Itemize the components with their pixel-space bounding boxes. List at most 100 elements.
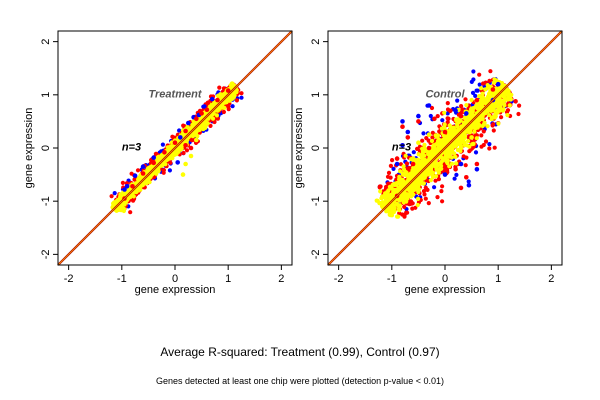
control-cloud-point: [415, 196, 421, 201]
control-cloud-point: [391, 166, 396, 171]
control-cloud-point: [403, 169, 408, 175]
treatment-cloud-point: [146, 178, 151, 183]
control-cloud-point: [397, 211, 402, 216]
treatment-cloud-point: [153, 170, 158, 175]
control-cloud-point: [386, 170, 392, 175]
treatment-x-axis-label: gene expression: [135, 284, 216, 296]
treatment-cloud-point: [215, 108, 221, 113]
treatment-cloud-point: [217, 85, 222, 90]
control-cloud-point: [402, 214, 407, 219]
control-cloud-point: [374, 198, 379, 203]
control-cloud-point: [423, 148, 428, 153]
control-cloud-point: [423, 185, 428, 190]
control-cloud-point: [440, 184, 445, 189]
control-cloud-point: [426, 201, 431, 206]
treatment-blue-point: [209, 96, 215, 102]
control-cloud-point: [487, 142, 492, 147]
control-y-tick-label: 1: [310, 92, 322, 98]
control-cloud-point: [483, 87, 488, 92]
treatment-red-point: [225, 88, 231, 93]
treatment-blue-point: [140, 164, 146, 169]
treatment-y-tick-label: -1: [40, 196, 52, 206]
control-cloud-point: [458, 110, 464, 115]
control-cloud-point: [411, 150, 416, 155]
control-red-point: [432, 116, 437, 122]
control-cloud-point: [471, 77, 476, 82]
control-blue-point: [400, 143, 405, 148]
treatment-red-point: [205, 100, 211, 106]
control-cloud-point: [476, 101, 482, 106]
control-cloud-point: [449, 161, 455, 166]
treatment-red-point: [172, 140, 178, 145]
control-x-axis-label: gene expression: [405, 284, 486, 296]
control-blue-point: [394, 161, 400, 167]
control-cloud-point: [433, 148, 438, 153]
control-x-tick-label: 2: [548, 273, 554, 285]
control-blue-point: [400, 119, 405, 124]
treatment-cloud-point: [120, 207, 125, 212]
control-cloud-point: [420, 138, 425, 143]
control-cloud-point: [454, 172, 459, 177]
control-cloud-point: [429, 105, 435, 111]
treatment-cloud-point: [234, 98, 239, 103]
control-cloud-point: [487, 113, 492, 118]
treatment-cloud-point: [203, 123, 209, 128]
control-cloud-point: [429, 168, 434, 173]
control-cloud-point: [423, 196, 428, 201]
control-cloud-point: [378, 189, 383, 194]
control-cloud-point: [434, 167, 439, 172]
control-cloud-point: [468, 113, 473, 118]
control-cloud-point: [401, 178, 406, 184]
control-cloud-point: [480, 91, 485, 96]
control-ticks: -2 -1 0 1 2 -2 -1 0 1 2: [310, 39, 554, 285]
control-cloud-point: [422, 153, 427, 158]
control-red-point: [453, 167, 458, 172]
treatment-cloud-point: [219, 93, 224, 98]
control-cloud-point: [487, 146, 492, 151]
control-cloud-point: [455, 124, 460, 129]
control-cloud-point: [415, 146, 420, 151]
control-blue-point: [474, 167, 480, 172]
control-blue-point: [442, 172, 448, 177]
treatment-x-tick-label: 1: [225, 273, 231, 285]
control-cloud-point: [435, 140, 440, 146]
control-cloud-point: [472, 129, 477, 134]
control-cloud-point: [388, 163, 393, 168]
control-cloud-point: [403, 153, 408, 158]
treatment-diagonal: [57, 30, 293, 266]
control-cloud-point: [481, 129, 486, 134]
treatment-cloud-point: [215, 93, 221, 98]
control-cloud-point: [466, 179, 471, 184]
control-blue-point: [495, 81, 501, 87]
treatment-cloud-point: [170, 134, 175, 139]
treatment-cloud-point: [120, 180, 125, 185]
control-cloud-point: [397, 207, 402, 212]
treatment-red-point: [130, 184, 135, 189]
control-cloud-point: [447, 164, 452, 169]
control-cloud-point: [402, 193, 407, 198]
treatment-cloud-point: [138, 174, 143, 180]
control-cloud-point: [384, 209, 389, 214]
control-x-tick-label: -1: [387, 273, 397, 285]
treatment-red-point: [199, 111, 204, 116]
control-cloud-point: [440, 118, 445, 123]
control-cloud-point: [385, 174, 391, 179]
control-cloud-point: [421, 189, 427, 194]
control-cloud-point: [477, 123, 482, 128]
treatment-red-point: [194, 116, 199, 122]
control-cloud-point: [422, 175, 427, 180]
control-y-tick-label: 0: [310, 145, 322, 151]
treatment-cloud-point: [112, 191, 117, 196]
control-red-point: [474, 97, 480, 103]
control-y-tick-label: -1: [310, 196, 322, 206]
control-cloud-point: [513, 99, 518, 104]
control-cloud-point: [455, 137, 460, 142]
control-cloud-point: [453, 154, 458, 159]
control-cloud-point: [392, 181, 397, 186]
control-cloud-point: [466, 138, 471, 144]
control-cloud-point: [437, 166, 442, 171]
treatment-cloud-point: [220, 103, 225, 108]
control-cloud-point: [396, 180, 401, 185]
control-cloud-point: [436, 177, 441, 182]
